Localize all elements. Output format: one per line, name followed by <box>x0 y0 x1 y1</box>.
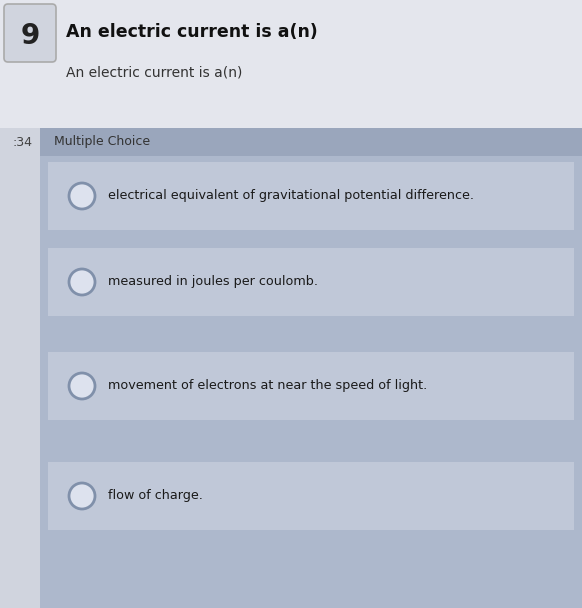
Circle shape <box>69 269 95 295</box>
Circle shape <box>69 183 95 209</box>
Text: electrical equivalent of gravitational potential difference.: electrical equivalent of gravitational p… <box>108 190 474 202</box>
Text: movement of electrons at near the speed of light.: movement of electrons at near the speed … <box>108 379 427 393</box>
Circle shape <box>69 373 95 399</box>
FancyBboxPatch shape <box>48 162 574 230</box>
Text: :34: :34 <box>12 136 32 148</box>
FancyBboxPatch shape <box>48 248 574 316</box>
Text: Multiple Choice: Multiple Choice <box>54 136 150 148</box>
FancyBboxPatch shape <box>4 4 56 62</box>
FancyBboxPatch shape <box>48 462 574 530</box>
FancyBboxPatch shape <box>48 352 574 420</box>
FancyBboxPatch shape <box>40 128 582 156</box>
FancyBboxPatch shape <box>0 0 582 128</box>
Circle shape <box>69 483 95 509</box>
Text: flow of charge.: flow of charge. <box>108 489 203 502</box>
FancyBboxPatch shape <box>40 128 582 608</box>
Text: measured in joules per coulomb.: measured in joules per coulomb. <box>108 275 318 289</box>
Text: An electric current is a(n): An electric current is a(n) <box>66 65 242 79</box>
Text: An electric current is a(n): An electric current is a(n) <box>66 23 318 41</box>
Text: 9: 9 <box>20 22 40 50</box>
